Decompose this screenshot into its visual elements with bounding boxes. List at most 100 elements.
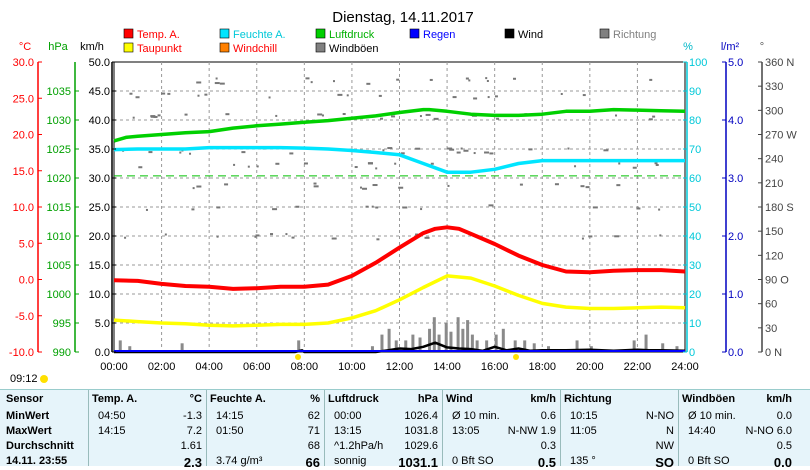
sun-icon [40, 375, 48, 383]
direction-mark [191, 208, 195, 211]
tick-label-direction: 210 [765, 178, 783, 190]
tick-label-humidity: 100 [689, 57, 707, 69]
row-label: MaxWert [6, 425, 52, 437]
cell-value: 1026.4 [404, 410, 438, 422]
tick-label-temp: 0.0 [19, 275, 34, 287]
legend-swatch [123, 28, 134, 39]
column-separator [324, 390, 325, 466]
direction-mark [153, 115, 158, 118]
tick-label-humidity: 80 [689, 115, 701, 127]
gust-bar [494, 334, 498, 352]
gust-bar [394, 340, 398, 352]
x-tick-label: 02:00 [148, 361, 176, 373]
column-header: Feuchte A. [210, 393, 266, 405]
direction-mark [473, 97, 478, 100]
x-tick-label: 04:00 [195, 361, 223, 373]
direction-mark [270, 233, 274, 236]
direction-mark [567, 147, 570, 150]
direction-mark [256, 165, 259, 168]
cell-note: 01:50 [216, 425, 244, 437]
tick-label-humidity: 0 [689, 347, 695, 359]
direction-mark [337, 93, 343, 96]
legend-label: Taupunkt [137, 43, 182, 55]
cell-value: 7.2 [186, 425, 202, 437]
direction-mark [366, 82, 371, 85]
cell-note: Ø 10 min. [688, 410, 736, 422]
direction-mark [224, 183, 229, 186]
direction-mark [150, 115, 156, 118]
tick-label-temp: -10.0 [9, 347, 34, 359]
gust-bar [380, 334, 384, 352]
direction-mark [295, 205, 300, 208]
tick-label-direction: 150 [765, 226, 783, 238]
cell-value: N-NW 1.9 [507, 425, 556, 437]
series-lines [113, 107, 686, 354]
direction-mark [129, 92, 133, 95]
direction-mark [616, 184, 621, 187]
tick-label-direction: 270 W [765, 130, 797, 142]
direction-mark [489, 152, 494, 155]
tick-label-direction: 330 [765, 81, 783, 93]
direction-mark [179, 151, 182, 154]
legend-swatch [504, 28, 515, 39]
tick-label-pressure: 1005 [47, 260, 71, 272]
x-tick-label: 14:00 [433, 361, 461, 373]
direction-mark [465, 77, 469, 80]
direction-marks [122, 77, 662, 241]
legend-swatch [219, 28, 230, 39]
tick-label-humidity: 90 [689, 86, 701, 98]
direction-mark [132, 116, 135, 119]
cell-value: 1031.1 [398, 455, 438, 470]
direction-mark [486, 79, 489, 82]
tick-label-temp: -5.0 [15, 311, 34, 323]
tick-label-pressure: 995 [53, 318, 71, 330]
gust-bar [632, 340, 636, 352]
direction-mark [313, 185, 319, 188]
gust-bar [118, 340, 122, 352]
series-line-luftdruck [113, 107, 686, 143]
tick-label-wind: 45.0 [89, 86, 110, 98]
direction-mark [574, 165, 577, 168]
direction-mark [487, 96, 490, 99]
direction-mark [321, 114, 324, 117]
column-unit: hPa [417, 393, 438, 405]
direction-mark [494, 95, 498, 98]
x-tick-label: 24:00 [671, 361, 699, 373]
direction-mark [659, 234, 662, 237]
direction-mark [614, 235, 620, 238]
tick-label-wind: 15.0 [89, 260, 110, 272]
direction-mark [145, 208, 148, 211]
axis-header-pressure: hPa [48, 41, 68, 53]
direction-mark [372, 184, 378, 187]
direction-mark [317, 113, 323, 116]
x-tick-label: 20:00 [576, 361, 604, 373]
cell-value: 0.0 [773, 455, 792, 470]
legend-label: Windböen [329, 43, 379, 55]
direction-mark [654, 162, 658, 165]
tick-label-temp: 30.0 [13, 57, 34, 69]
direction-mark [402, 206, 408, 209]
cell-note: 135 ° [570, 455, 596, 467]
direction-mark [148, 151, 153, 154]
cell-note: ^1.2hPa/h [334, 440, 384, 452]
direction-mark [196, 185, 202, 188]
gust-bar [475, 340, 479, 352]
table-column-4: Wind km/h Ø 10 min. 0.6 13:05 N-NW 1.9 0.3 0 Bf… [446, 390, 556, 470]
column-separator [560, 390, 561, 466]
legend-label: Temp. A. [137, 29, 180, 41]
axis-header-temp: °C [19, 41, 31, 53]
column-header: Luftdruck [328, 393, 379, 405]
tick-label-wind: 30.0 [89, 173, 110, 185]
legend-label: Richtung [613, 29, 656, 41]
direction-mark [376, 238, 380, 241]
tick-label-pressure: 1030 [47, 115, 71, 127]
direction-mark [582, 94, 586, 97]
gust-bar [370, 346, 374, 352]
direction-mark [652, 115, 656, 118]
cell-value: 1031.8 [404, 425, 438, 437]
sunrise-marker [295, 354, 301, 360]
direction-mark [272, 208, 278, 211]
gust-bar [418, 337, 422, 352]
x-axis: 00:00 02:00 04:00 06:00 08:00 10:00 12:00 14:00… [100, 361, 699, 373]
legend-label: Feuchte A. [233, 29, 286, 41]
